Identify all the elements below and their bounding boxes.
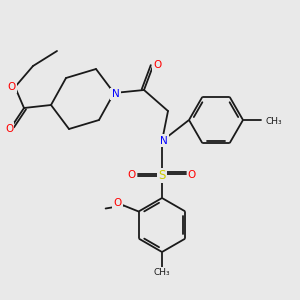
Text: O: O: [128, 170, 136, 180]
Text: O: O: [8, 82, 16, 92]
Text: O: O: [188, 170, 196, 180]
Text: O: O: [5, 124, 13, 134]
Text: O: O: [153, 61, 162, 70]
Text: CH₃: CH₃: [154, 268, 170, 277]
Text: O: O: [113, 199, 122, 208]
Text: CH₃: CH₃: [266, 116, 282, 125]
Text: N: N: [112, 89, 119, 99]
Text: S: S: [158, 169, 166, 182]
Text: N: N: [160, 136, 167, 146]
